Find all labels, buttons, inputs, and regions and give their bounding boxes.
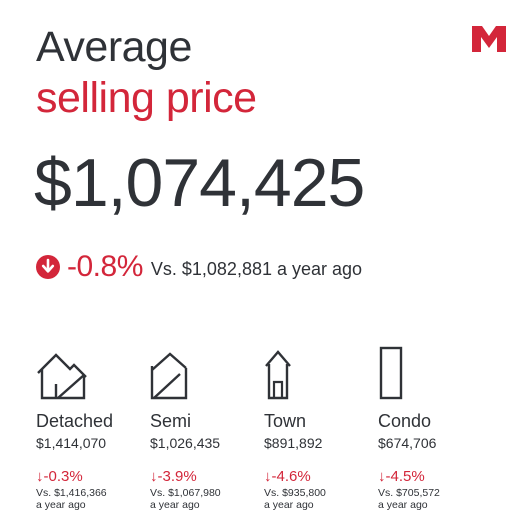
property-price: $1,026,435	[150, 435, 221, 451]
property-card-condo: Condo $674,706 ↓-4.5% Vs. $705,572 a yea…	[378, 346, 490, 526]
property-name: Condo	[378, 411, 432, 431]
price-comparison-text: Vs. $1,082,881 a year ago	[150, 258, 363, 279]
price-change-percent: -0.8%	[67, 250, 143, 283]
m-brand-logo-icon	[472, 26, 506, 52]
property-comparison-period: a year ago	[150, 499, 200, 511]
property-card-semi: Semi $1,026,435 ↓-3.9% Vs. $1,067,980 a …	[150, 346, 262, 526]
price-change-row: -0.8% Vs. $1,082,881 a year ago	[36, 250, 362, 284]
property-comparison: Vs. $1,067,980	[150, 487, 221, 499]
property-comparison: Vs. $705,572	[378, 487, 440, 499]
condo-building-icon	[379, 346, 403, 400]
semi-detached-house-icon	[150, 352, 188, 400]
property-price: $1,414,070	[36, 435, 107, 451]
property-change: ↓-4.6%	[264, 468, 311, 485]
property-price: $891,892	[264, 435, 323, 451]
down-arrow-circle-icon	[36, 255, 60, 279]
property-card-town: Town $891,892 ↓-4.6% Vs. $935,800 a year…	[264, 346, 376, 526]
property-type-breakdown: Detached $1,414,070 ↓-0.3% Vs. $1,416,36…	[36, 346, 516, 526]
property-comparison: Vs. $1,416,366	[36, 487, 107, 499]
property-change: ↓-3.9%	[150, 468, 197, 485]
property-name: Detached	[36, 411, 114, 431]
property-comparison-period: a year ago	[378, 499, 428, 511]
property-comparison-period: a year ago	[36, 499, 86, 511]
property-card-detached: Detached $1,414,070 ↓-0.3% Vs. $1,416,36…	[36, 346, 148, 526]
property-price: $674,706	[378, 435, 437, 451]
title-line-average: Average	[36, 23, 192, 71]
property-name: Semi	[150, 411, 192, 431]
property-comparison-period: a year ago	[264, 499, 314, 511]
property-comparison: Vs. $935,800	[264, 487, 326, 499]
property-change: ↓-4.5%	[378, 468, 425, 485]
detached-house-icon	[37, 353, 87, 400]
average-selling-price-value: $1,074,425	[34, 145, 365, 221]
title-line-selling-price: selling price	[36, 74, 257, 122]
property-change: ↓-0.3%	[36, 468, 83, 485]
townhouse-icon	[265, 350, 291, 400]
property-name: Town	[264, 411, 307, 431]
